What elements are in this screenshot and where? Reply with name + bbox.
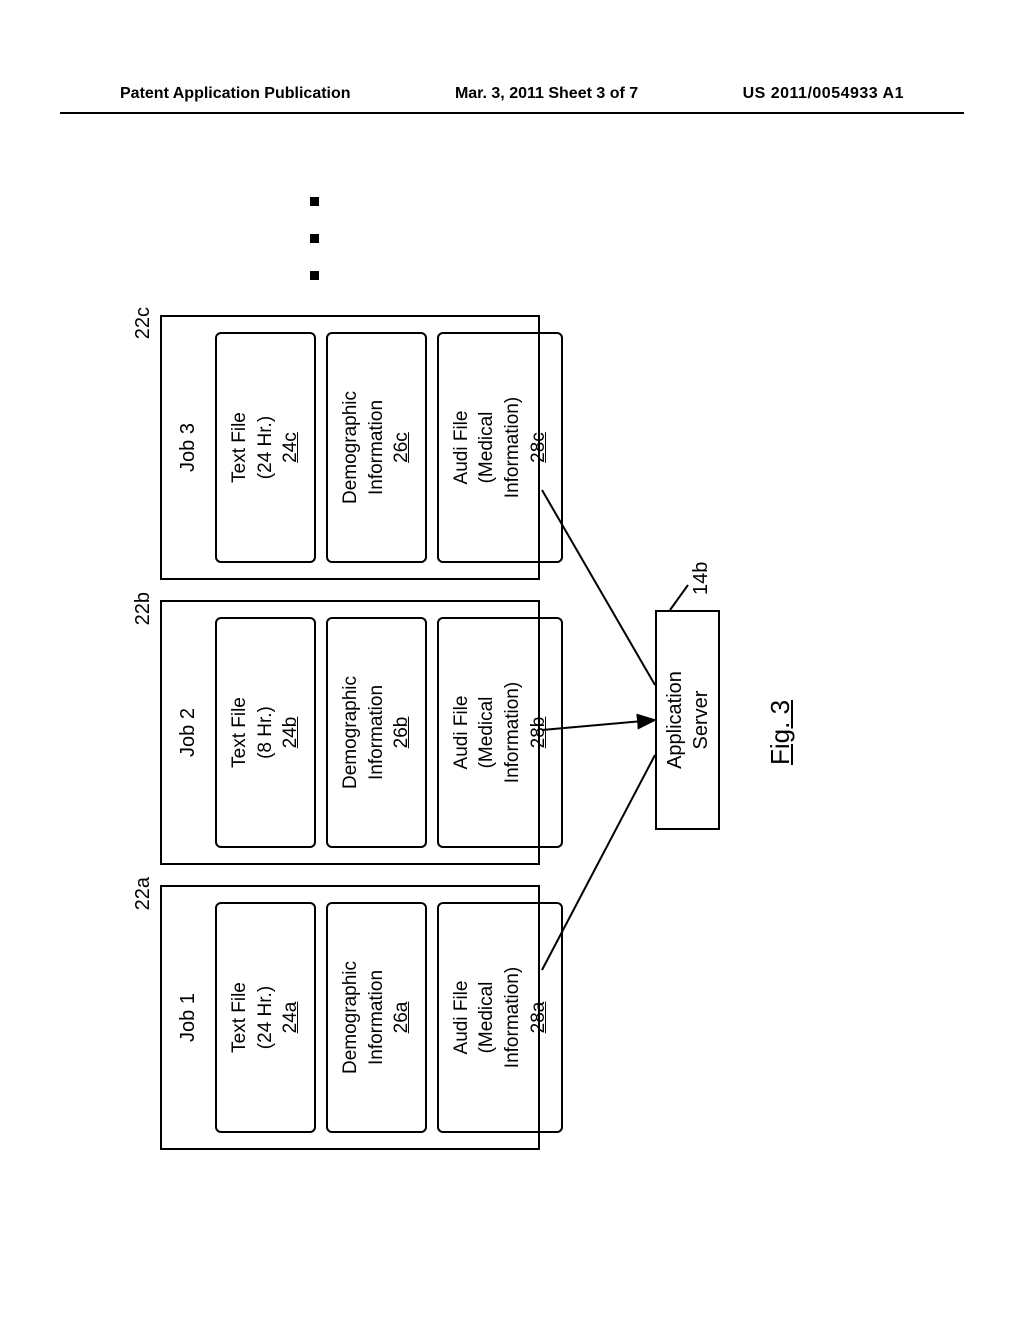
header-right: US 2011/0054933 A1 [743, 85, 904, 103]
job3-audio-l2: (Medical [476, 412, 497, 484]
job3-textfile-l2: (24 Hr.) [255, 416, 276, 479]
job2-audio-box: Audi File (Medical Information) 28b [437, 617, 564, 848]
app-server-ref: 14b [690, 562, 713, 595]
figure-diagram: 22a Job 1 Text File (24 Hr.) 24a Demogra… [160, 150, 880, 1150]
job-box-2: 22b Job 2 Text File (8 Hr.) 24b Demograp… [160, 600, 540, 865]
job2-demo-l2: Information [366, 685, 387, 780]
job1-textfile-l2: (24 Hr.) [255, 986, 276, 1049]
dot-icon [310, 271, 319, 280]
job1-demo-l1: Demographic [340, 961, 361, 1074]
page-header: Patent Application Publication Mar. 3, 2… [0, 85, 1024, 103]
header-left: Patent Application Publication [120, 85, 351, 103]
job1-audio-ref: 28a [526, 1002, 552, 1034]
job1-demo-l2: Information [366, 970, 387, 1065]
job3-demo-l2: Information [366, 400, 387, 495]
job-title-2: Job 2 [177, 612, 200, 853]
application-server-box: Application Server [655, 610, 720, 830]
job1-audio-box: Audi File (Medical Information) 28a [437, 902, 564, 1133]
job1-demographic-box: Demographic Information 26a [326, 902, 427, 1133]
figure-label: Fig. 3 [765, 700, 796, 765]
job3-demographic-box: Demographic Information 26c [326, 332, 427, 563]
job2-audio-l2: (Medical [476, 697, 497, 769]
job3-audio-box: Audi File (Medical Information) 28c [437, 332, 564, 563]
dot-icon [310, 234, 319, 243]
job2-textfile-ref: 24b [278, 717, 304, 749]
job-ref-3: 22c [132, 307, 155, 339]
job3-audio-ref: 28c [526, 432, 552, 463]
job3-textfile-ref: 24c [278, 432, 304, 463]
header-rule [60, 112, 964, 114]
job2-audio-l1: Audi File [451, 696, 472, 770]
job-box-1: 22a Job 1 Text File (24 Hr.) 24a Demogra… [160, 885, 540, 1150]
header-center: Mar. 3, 2011 Sheet 3 of 7 [455, 85, 638, 103]
app-server-label-text: Application Server [662, 671, 714, 769]
job1-textfile-l1: Text File [229, 982, 250, 1053]
job2-demo-l1: Demographic [340, 676, 361, 789]
job2-text-file-box: Text File (8 Hr.) 24b [215, 617, 316, 848]
job1-demo-ref: 26a [389, 1002, 415, 1034]
job1-textfile-ref: 24a [278, 1002, 304, 1034]
job-title-1: Job 1 [177, 897, 200, 1138]
ellipsis-icon [310, 197, 319, 280]
job3-textfile-l1: Text File [229, 412, 250, 483]
job2-demo-ref: 26b [389, 717, 415, 749]
job1-audio-l1: Audi File [451, 981, 472, 1055]
job3-audio-l3: Information) [502, 397, 523, 498]
job3-demo-ref: 26c [389, 432, 415, 463]
job1-audio-l2: (Medical [476, 982, 497, 1054]
job2-demographic-box: Demographic Information 26b [326, 617, 427, 848]
job2-textfile-l2: (8 Hr.) [255, 706, 276, 759]
job2-audio-ref: 28b [526, 717, 552, 749]
job-title-3: Job 3 [177, 327, 200, 568]
job2-audio-l3: Information) [502, 682, 523, 783]
job3-text-file-box: Text File (24 Hr.) 24c [215, 332, 316, 563]
job1-text-file-box: Text File (24 Hr.) 24a [215, 902, 316, 1133]
jobs-row: 22a Job 1 Text File (24 Hr.) 24a Demogra… [160, 315, 540, 1150]
job-ref-1: 22a [132, 877, 155, 910]
job3-audio-l1: Audi File [451, 411, 472, 485]
job1-audio-l3: Information) [502, 967, 523, 1068]
job-box-3: 22c Job 3 Text File (24 Hr.) 24c Demogra… [160, 315, 540, 580]
job3-demo-l1: Demographic [340, 391, 361, 504]
job2-textfile-l1: Text File [229, 697, 250, 768]
dot-icon [310, 197, 319, 206]
job-ref-2: 22b [132, 592, 155, 625]
